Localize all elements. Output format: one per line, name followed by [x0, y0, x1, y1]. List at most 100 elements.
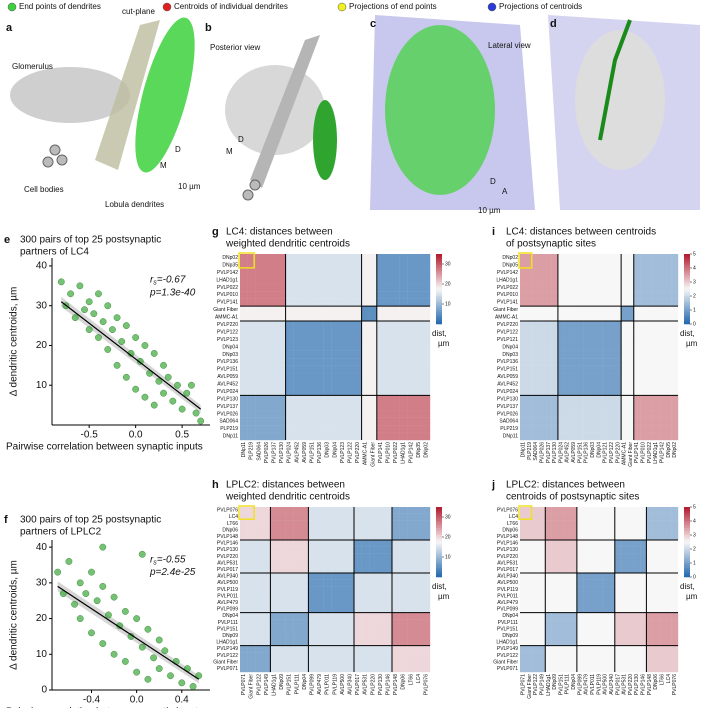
heatmap-cell — [316, 425, 324, 433]
heatmap-cell — [583, 619, 590, 626]
heatmap-cell — [577, 433, 584, 441]
heatmap-cell — [407, 269, 415, 277]
heatmap-cell — [369, 425, 377, 433]
heatmap-cell — [407, 566, 415, 573]
heatmap-cell — [533, 626, 540, 633]
heatmap-cell — [286, 613, 294, 620]
heatmap-cell — [362, 626, 370, 633]
heatmap-cell — [545, 425, 552, 433]
heatmap-cell — [520, 659, 527, 666]
chart-title: LC4: distances between — [226, 227, 333, 238]
heatmap-cell — [316, 593, 324, 600]
row-label: PVLP148 — [217, 534, 238, 540]
heatmap-cell — [415, 291, 423, 299]
heatmap-cell — [400, 566, 408, 573]
heatmap-cell — [539, 328, 546, 336]
heatmap-cell — [240, 593, 248, 600]
column-label: PVLP076 — [672, 674, 678, 695]
heatmap-cell — [331, 254, 339, 262]
heatmap-cell — [640, 586, 647, 593]
heatmap-cell — [520, 284, 527, 292]
heatmap-cell — [407, 593, 415, 600]
heatmap-cell — [354, 613, 362, 620]
heatmap-cell — [346, 639, 354, 646]
heatmap-cell — [627, 652, 634, 659]
colorbar-step — [684, 301, 690, 304]
heatmap-cell — [248, 291, 256, 299]
heatmap-cell — [627, 269, 634, 277]
heatmap-cell — [415, 314, 423, 322]
heatmap-cell — [301, 418, 309, 426]
heatmap-cell — [602, 593, 609, 600]
heatmap-cell — [263, 507, 271, 514]
heatmap-cell — [621, 328, 628, 336]
heatmap-cell — [552, 373, 559, 381]
heatmap-cell — [316, 403, 324, 411]
heatmap-cell — [422, 366, 430, 374]
heatmap-cell — [571, 284, 578, 292]
heatmap-cell — [602, 403, 609, 411]
heatmap-cell — [392, 410, 400, 418]
heatmap-cell — [590, 314, 597, 322]
heatmap-cell — [608, 395, 615, 403]
heatmap-cell — [602, 276, 609, 284]
heatmap-cell — [362, 358, 370, 366]
heatmap-cell — [415, 665, 423, 672]
heatmap-cell — [634, 665, 641, 672]
heatmap-cell — [672, 613, 679, 620]
heatmap-cell — [339, 613, 347, 620]
heatmap-cell — [324, 418, 332, 426]
heatmap-cell — [552, 580, 559, 587]
heatmap-cell — [596, 566, 603, 573]
heatmap-cell — [533, 553, 540, 560]
heatmap-cell — [672, 373, 679, 381]
row-label: DNp11 — [503, 434, 518, 440]
colorbar-step — [436, 308, 442, 311]
heatmap-cell — [407, 573, 415, 580]
heatmap-cell — [308, 593, 316, 600]
heatmap-cell — [640, 395, 647, 403]
heatmap-cell — [646, 321, 653, 329]
heatmap-cell — [659, 254, 666, 262]
heatmap-cell — [255, 639, 263, 646]
heatmap-cell — [308, 358, 316, 366]
heatmap-cell — [608, 632, 615, 639]
colorbar-step — [436, 280, 442, 283]
panel-letter: f — [4, 514, 8, 526]
row-label: PVLP121 — [497, 337, 518, 343]
heatmap-cell — [659, 573, 666, 580]
heatmap-cell — [362, 269, 370, 277]
heatmap-cell — [621, 291, 628, 299]
heatmap-cell — [634, 646, 641, 653]
heatmap-cell — [278, 652, 286, 659]
heatmap-cell — [415, 606, 423, 613]
heatmap-cell — [520, 639, 527, 646]
heatmap-cell — [634, 254, 641, 262]
heatmap-cell — [286, 373, 294, 381]
heatmap-cell — [278, 395, 286, 403]
heatmap-cell — [377, 261, 385, 269]
heatmap-cell — [270, 665, 278, 672]
heatmap-cell — [422, 261, 430, 269]
heatmap-cell — [293, 425, 301, 433]
heatmap-cell — [672, 553, 679, 560]
heatmap-cell — [369, 527, 377, 534]
heatmap-cell — [354, 659, 362, 666]
heatmap-cell — [558, 507, 565, 514]
colorbar-step — [684, 315, 690, 318]
heatmap-cell — [640, 613, 647, 620]
heatmap-cell — [533, 403, 540, 411]
heatmap-cell — [539, 388, 546, 396]
heatmap-cell — [558, 560, 565, 567]
heatmap-cell — [384, 606, 392, 613]
column-label: PVLP146 — [641, 674, 647, 695]
heatmap-cell — [240, 626, 248, 633]
heatmap-cell — [354, 586, 362, 593]
heatmap-cell — [665, 566, 672, 573]
heatmap-cell — [552, 358, 559, 366]
heatmap-cell — [286, 328, 294, 336]
heatmap-cell — [400, 433, 408, 441]
heatmap-cell — [558, 566, 565, 573]
heatmap-cell — [583, 586, 590, 593]
column-label: PVLP148 — [647, 674, 653, 695]
